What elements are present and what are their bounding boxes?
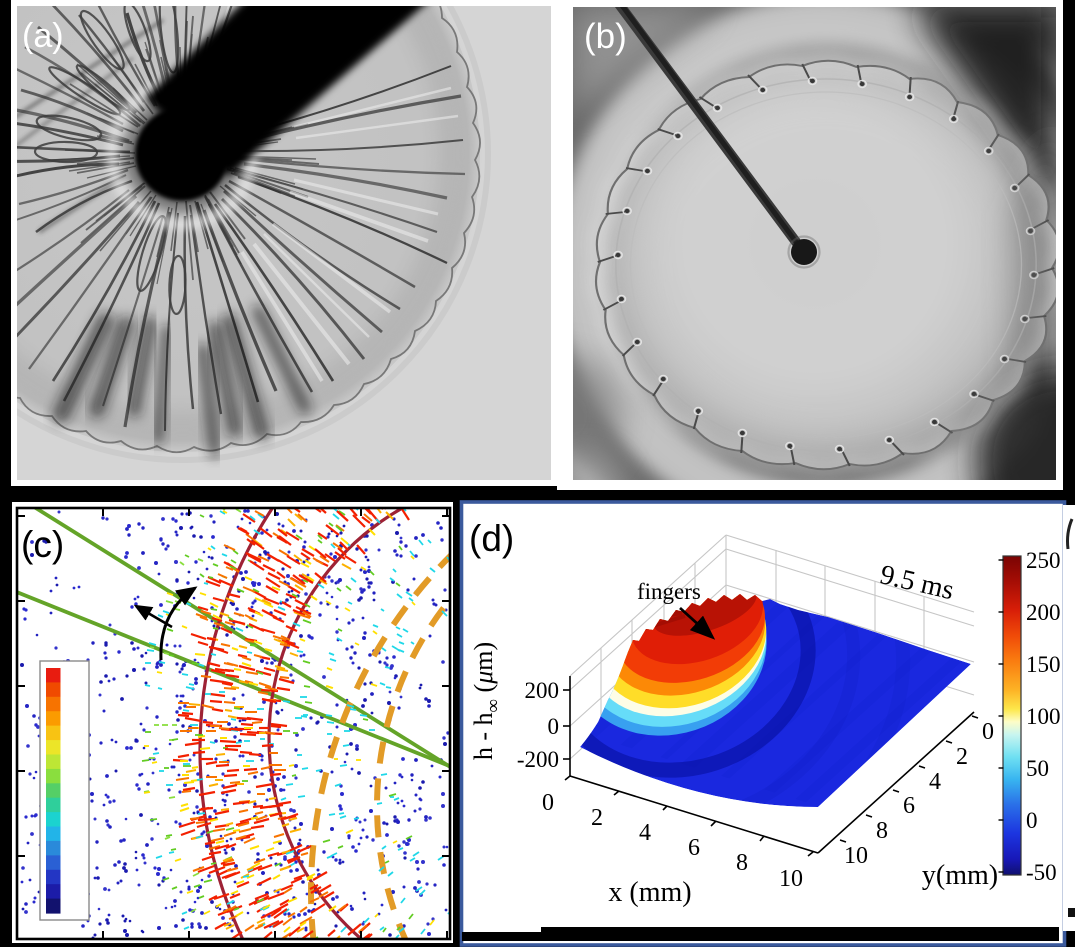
svg-text:0: 0 [548, 714, 560, 739]
svg-text:4: 4 [929, 769, 941, 795]
svg-text:8: 8 [736, 850, 748, 876]
svg-text:10: 10 [844, 843, 868, 869]
svg-text:2: 2 [956, 744, 968, 770]
svg-text:6: 6 [903, 793, 915, 819]
svg-text:6: 6 [688, 835, 700, 861]
svg-text:50: 50 [1026, 756, 1049, 781]
svg-text:y(mm): y(mm) [922, 860, 998, 891]
svg-text:100: 100 [1026, 704, 1061, 729]
svg-text:fingers: fingers [637, 579, 701, 604]
svg-text:8: 8 [876, 818, 888, 844]
svg-text:0: 0 [542, 790, 554, 816]
svg-text:(b): (b) [584, 17, 627, 56]
svg-text:0: 0 [982, 719, 994, 745]
svg-text:250: 250 [1026, 548, 1061, 573]
svg-text:(d): (d) [469, 518, 514, 559]
svg-text:-50: -50 [1026, 860, 1057, 885]
svg-text:x (mm): x (mm) [608, 877, 691, 908]
svg-text:200: 200 [525, 678, 560, 703]
svg-text:2: 2 [591, 805, 603, 831]
svg-text:4: 4 [639, 820, 651, 846]
svg-text:(a): (a) [22, 17, 64, 55]
svg-text:0: 0 [1026, 808, 1038, 833]
svg-text:200: 200 [1026, 600, 1061, 625]
svg-text:10: 10 [779, 866, 803, 892]
svg-text:-200: -200 [517, 747, 559, 772]
svg-text:150: 150 [1026, 652, 1061, 677]
svg-text:(c): (c) [21, 524, 64, 565]
